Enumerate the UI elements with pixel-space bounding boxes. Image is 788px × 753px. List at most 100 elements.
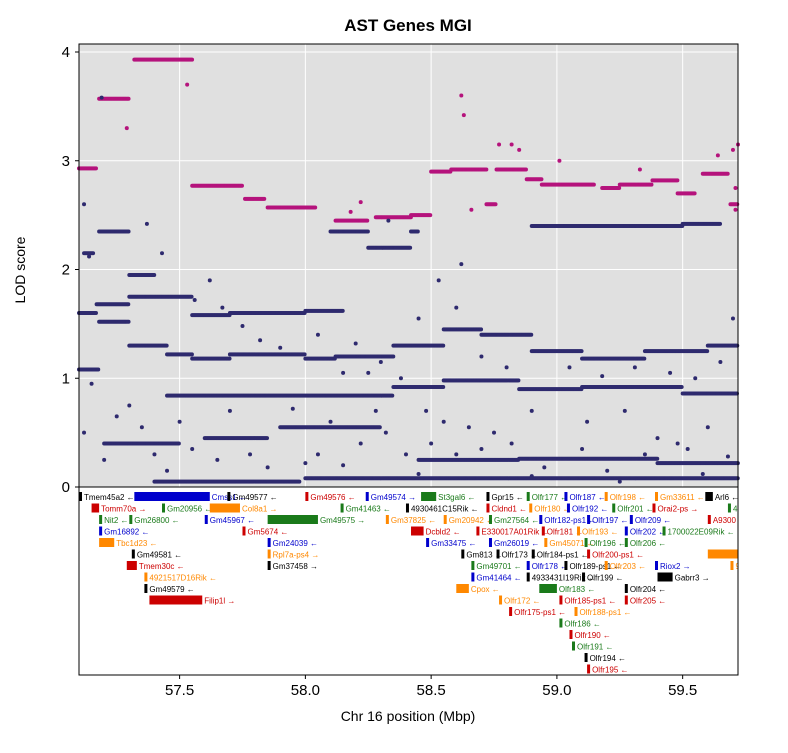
data-point [655, 456, 660, 461]
gene-label: 4930461C15Rik ← [411, 505, 479, 514]
data-point [567, 365, 572, 370]
data-point [539, 177, 544, 182]
gene-label: Gm20956 ← [167, 505, 212, 514]
y-tick-label: 4 [62, 44, 70, 61]
data-point [459, 262, 464, 267]
data-point [89, 381, 94, 386]
gene-bar [582, 572, 586, 582]
data-point [190, 57, 195, 62]
data-point [415, 229, 420, 234]
gene-bar [566, 503, 570, 513]
gene-label: Gabrr3 → [675, 574, 710, 583]
data-point [207, 278, 212, 283]
data-point [383, 430, 388, 435]
data-point [258, 338, 263, 343]
data-point [126, 229, 131, 234]
data-point [685, 446, 690, 451]
gene-label: Orai2-ps → [657, 505, 698, 514]
data-point [227, 408, 232, 413]
gene-bar [131, 549, 135, 559]
gene-bar [584, 653, 588, 662]
gene-bar [544, 538, 548, 547]
gene-bar [584, 538, 588, 547]
gene-bar [426, 538, 430, 547]
gene-bar [705, 492, 713, 501]
gene-label: Olfr198 ← [610, 493, 646, 502]
gene-label: Tbc1d23 ← [116, 539, 157, 548]
gene-label: Cldnd1 ← [491, 505, 527, 514]
data-point [655, 436, 660, 441]
y-tick-label: 0 [62, 479, 70, 496]
gene-bar [267, 549, 271, 559]
data-point [160, 251, 165, 256]
gene-bar [569, 630, 573, 639]
gene-bar [587, 664, 591, 674]
gene-bar [526, 561, 530, 570]
data-point [248, 452, 253, 457]
gene-label: Olfr175-ps1 ← [514, 608, 566, 617]
gene-bar [91, 503, 100, 513]
data-point [675, 178, 680, 183]
data-point [557, 158, 562, 163]
data-point [529, 474, 534, 479]
gene-label: Olfr201 ← [617, 505, 653, 514]
data-point [398, 376, 403, 381]
data-point [733, 185, 738, 190]
data-point [315, 332, 320, 337]
gene-label: Olfr190 ← [574, 631, 610, 640]
data-point [436, 278, 441, 283]
axes: 0 1 2 3 4 57.5 58.0 58.5 59.0 59.5 [62, 44, 698, 699]
data-point [617, 479, 622, 484]
gene-bar [421, 492, 437, 501]
y-axis-label: LOD score [12, 236, 28, 303]
data-point [469, 207, 474, 212]
data-point [240, 324, 245, 329]
data-point [580, 446, 585, 451]
data-point [725, 171, 730, 176]
data-point [705, 425, 710, 430]
gene-bar [267, 515, 318, 524]
gene-bar [443, 515, 447, 524]
data-point [733, 207, 738, 212]
data-point [617, 185, 622, 190]
gene-track-panel: Tmem45a2 ← Cmss1 ←Gm49577 ← Gm49576 ← Gm495… [78, 486, 788, 676]
gene-label: Arl6 ← [715, 493, 739, 502]
gene-label: Olfr172 ← [504, 597, 540, 606]
gene-label: Olfr203 ← [610, 562, 646, 571]
data-point [93, 311, 98, 315]
y-tick-label: 3 [62, 153, 70, 170]
data-point [127, 403, 132, 408]
gene-bar [624, 595, 628, 605]
data-point [378, 359, 383, 364]
data-point [215, 457, 220, 462]
data-point [529, 332, 534, 337]
data-point [730, 316, 735, 321]
data-point [297, 479, 302, 484]
data-point [642, 356, 647, 361]
gene-bar [486, 492, 490, 501]
lod-plot-panel [77, 43, 740, 488]
gene-bar [629, 515, 633, 524]
x-tick-label: 59.5 [668, 682, 697, 699]
data-point [492, 430, 497, 435]
data-point [126, 319, 131, 324]
gene-label: A9300 [713, 516, 737, 525]
data-point [529, 408, 534, 413]
data-point [705, 349, 710, 354]
gene-bar [654, 561, 658, 570]
data-point [144, 221, 149, 226]
gene-label: Filip1l → [204, 597, 235, 606]
gene-bar [340, 503, 344, 513]
gene-label: Cpox ← [471, 585, 500, 594]
gene-bar [531, 549, 535, 559]
data-point [605, 468, 610, 473]
gene-label: Gm33475 ← [431, 539, 476, 548]
data-point [265, 436, 270, 441]
gene-bar [571, 641, 575, 651]
gene-label: Olfr191 ← [577, 643, 613, 652]
data-point [124, 126, 129, 131]
data-point [340, 308, 345, 313]
data-point [585, 419, 590, 424]
data-point [632, 365, 637, 370]
gene-label: Olfr200-ps1 ← [592, 551, 644, 560]
